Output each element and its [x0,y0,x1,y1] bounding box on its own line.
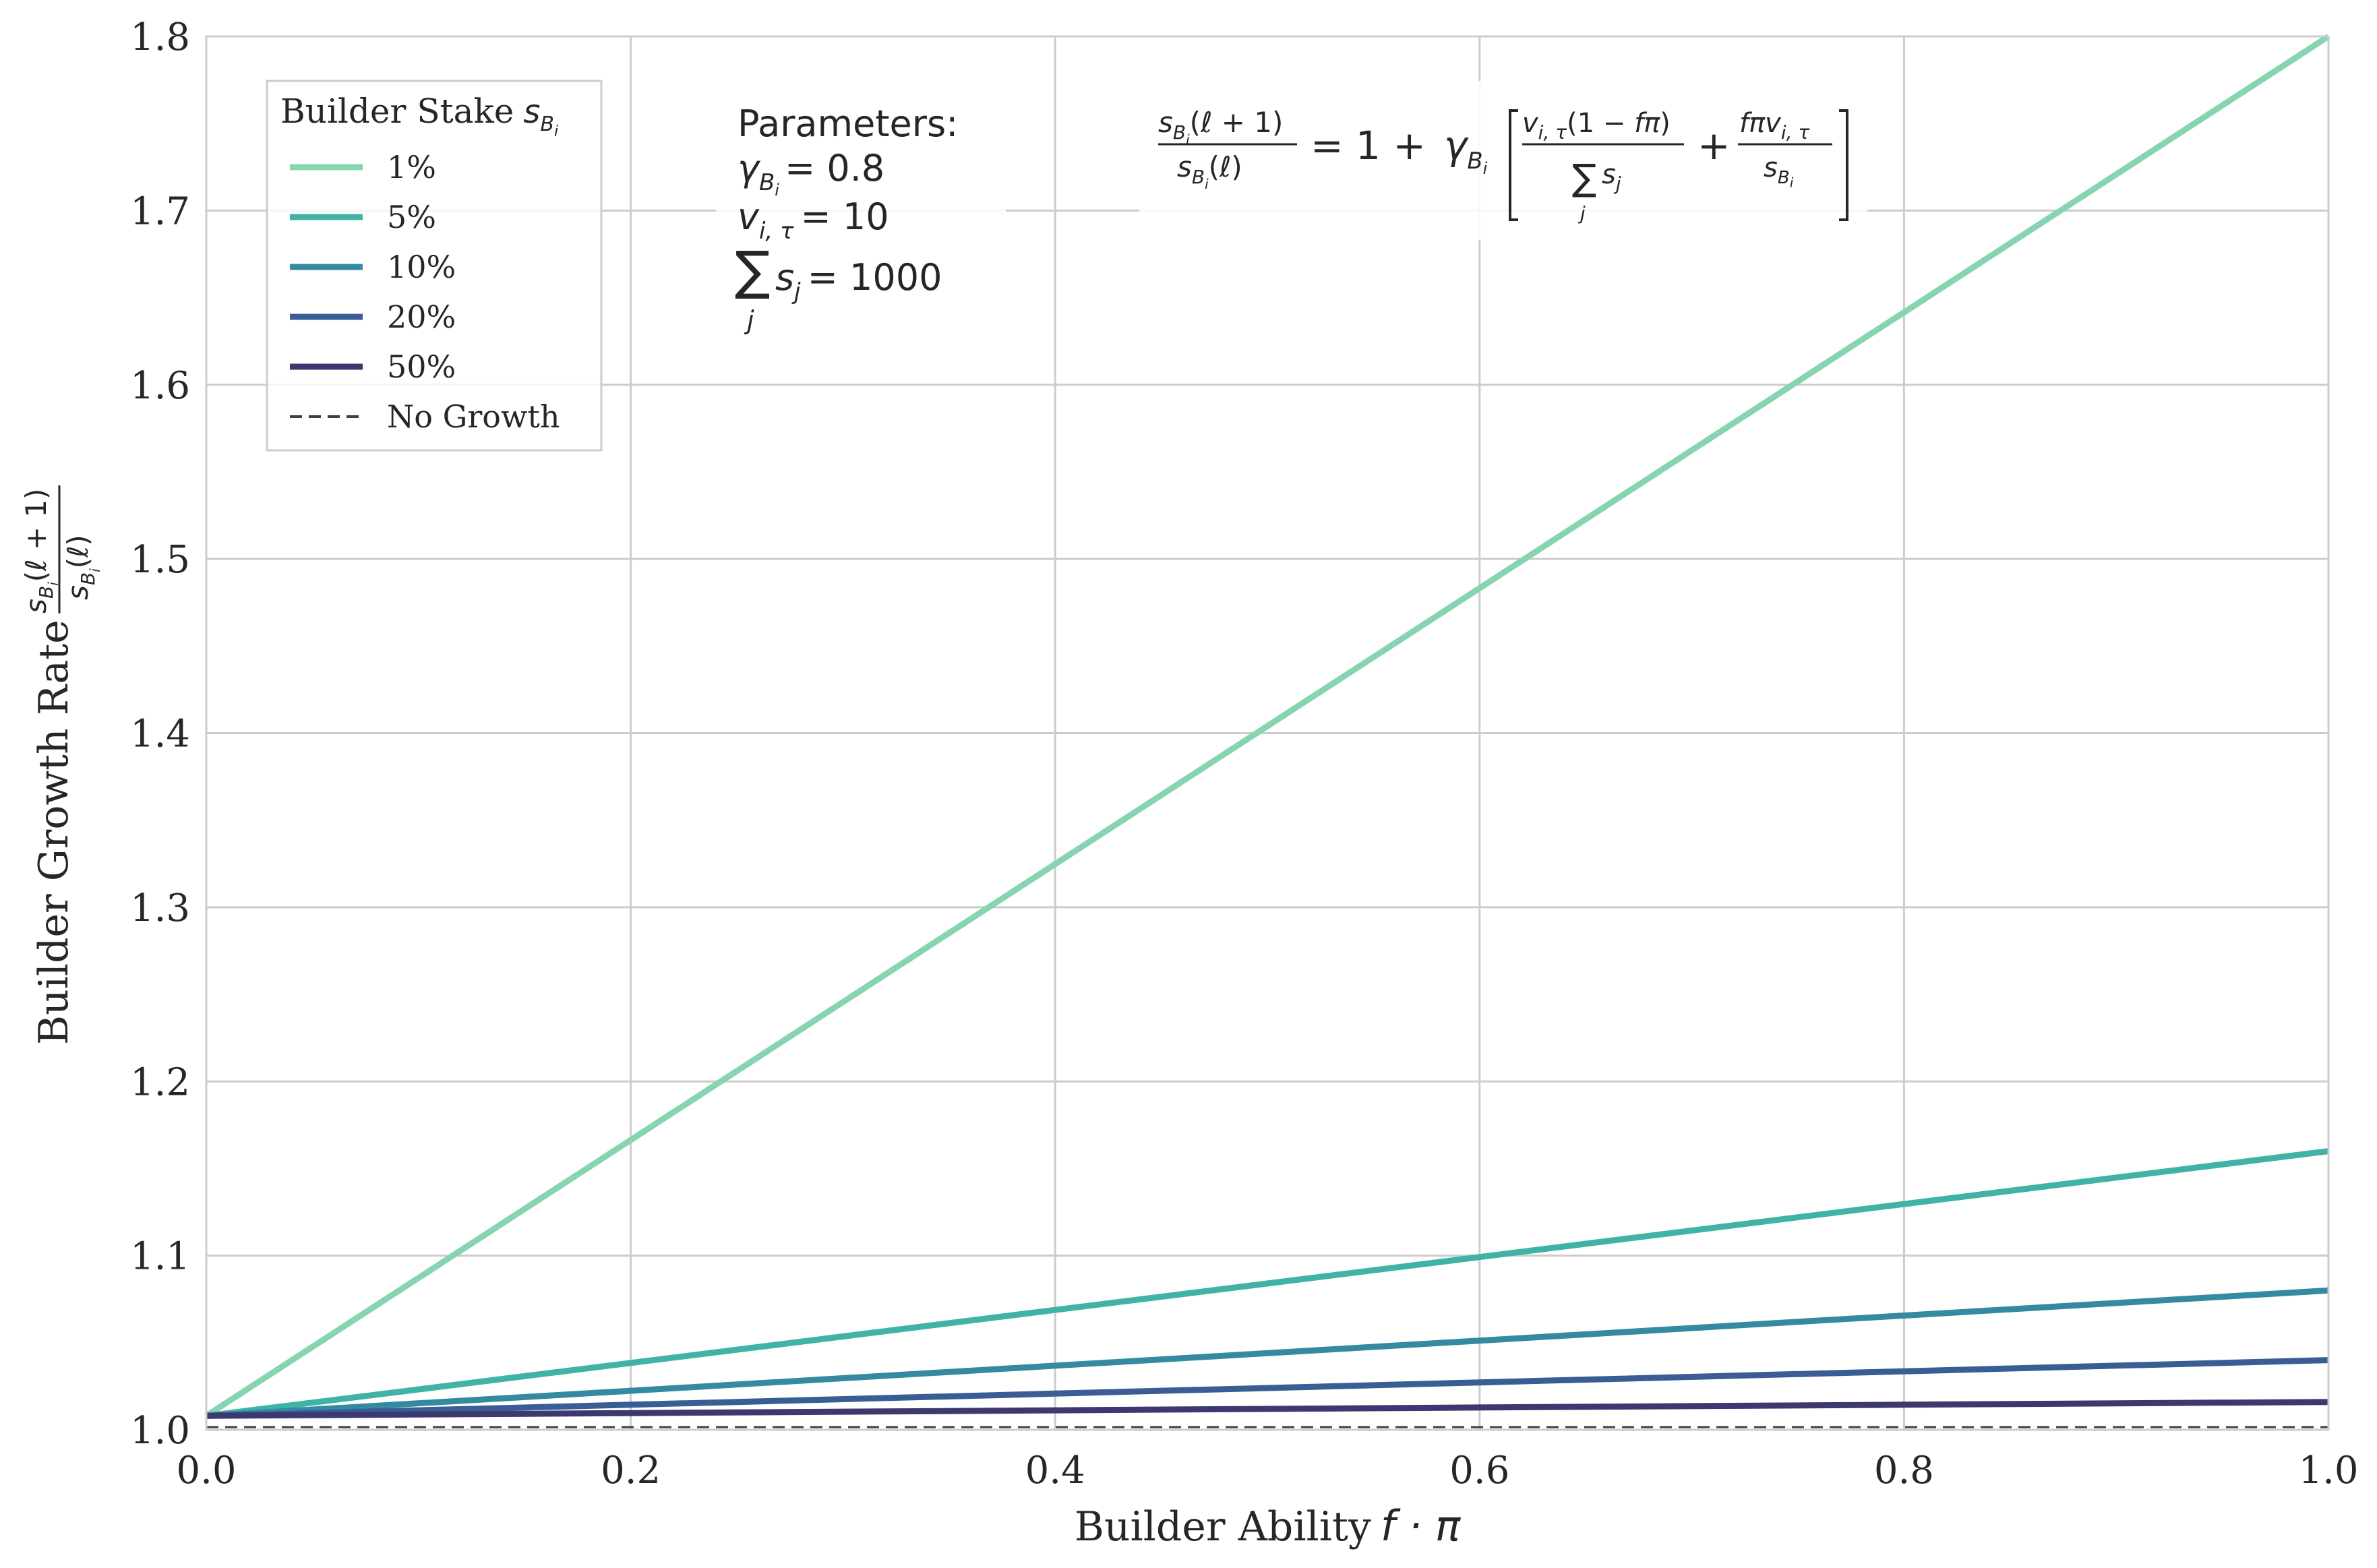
legend-label: 10% [387,249,456,285]
y-tick-label: 1.3 [130,886,190,930]
x-tick-label: 0.6 [1449,1449,1509,1492]
legend-title: Builder Stake sBi [280,92,558,140]
y-tick-label: 1.0 [130,1409,190,1453]
v-parameter: vi, τ = 10 [738,195,889,245]
x-tick-label: 0.4 [1025,1449,1085,1492]
series-line-20pct [206,1357,2329,1419]
y-axis-label: Builder Growth Rate sBi(ℓ + 1) sBi(ℓ) [20,485,103,1045]
x-tick-labels: 0.0 0.2 0.4 0.6 0.8 1.0 [176,1449,2358,1492]
series-line-10pct [206,1287,2329,1419]
plot-frame [205,35,2330,1431]
sum-parameter: ∑ j sj = 1000 [735,241,942,335]
legend-label: 50% [387,349,456,385]
y-tick-label: 1.2 [130,1060,190,1104]
y-tick-label: 1.1 [130,1235,190,1279]
legend: Builder Stake sBi 1% 5% 10% 20% 50% No Growth [266,80,603,452]
x-axis-label: Builder Ability f · π [1075,1501,1462,1550]
series-lines [204,34,2330,1419]
parameters-annotation: Parameters: γBi= 0.8 vi, τ = 10 ∑ j sj = 1… [716,88,1006,344]
y-tick-label: 1.4 [130,713,190,756]
svg-text:sj= 1000: sj = 1000 [775,256,942,305]
legend-label: 5% [387,199,436,235]
svg-text:= 1 +: = 1 + [1311,123,1426,169]
svg-text:+: + [1697,123,1731,169]
series-line-1pct [204,34,2330,1419]
svg-text:Builder Growth Rate: Builder Growth Rate [30,620,78,1045]
y-tick-label: 1.6 [130,364,190,408]
y-tick-label: 1.5 [130,538,190,582]
y-tick-label: 1.7 [130,189,190,233]
parameters-title: Parameters: [738,102,958,145]
x-tick-label: 0.8 [1874,1449,1934,1492]
series-line-5pct [206,1148,2329,1419]
svg-text:sj: sj [1602,159,1621,195]
y-tick-labels: 1.0 1.1 1.2 1.3 1.4 1.5 1.6 1.7 1.8 [130,16,190,1453]
legend-items: 1% 5% 10% 20% 50% No Growth [290,149,560,435]
formula-box [1139,81,1867,240]
x-tick-label: 0.2 [601,1449,661,1492]
x-tick-label: 1.0 [2298,1449,2358,1492]
svg-text:∑: ∑ [735,241,771,301]
svg-text:∑: ∑ [1572,156,1596,199]
y-tick-label: 1.8 [130,16,190,59]
parameters-box [716,88,1006,344]
x-tick-label: 0.0 [176,1449,236,1492]
formula-annotation: sBi(ℓ + 1) sBi(ℓ) = 1 + γBi vi, τ(1 − fπ… [1139,81,1867,240]
legend-label: No Growth [387,398,560,435]
legend-label: 20% [387,299,456,335]
series-line-50pct [206,1399,2329,1419]
legend-label: 1% [387,149,436,185]
gamma-parameter: γBi= 0.8 [738,147,884,200]
